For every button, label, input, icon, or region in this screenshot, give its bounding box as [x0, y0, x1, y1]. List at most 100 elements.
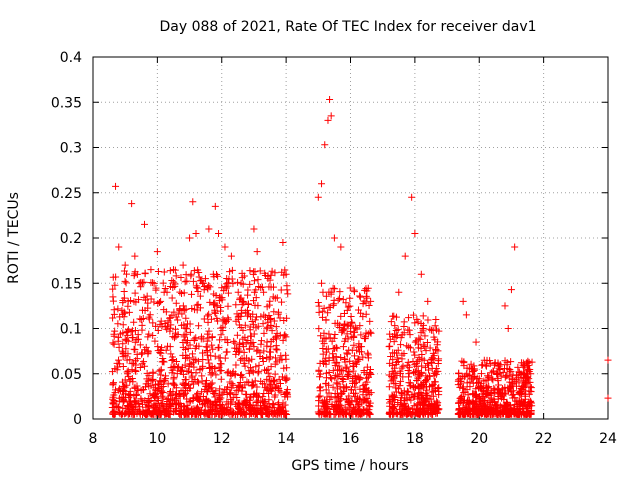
- dense-point: [508, 374, 516, 382]
- dense-point: [136, 363, 144, 371]
- dense-point: [316, 373, 324, 381]
- dense-point: [244, 291, 252, 299]
- dense-point: [181, 376, 189, 384]
- dense-point: [120, 288, 128, 296]
- dense-point: [175, 399, 183, 407]
- dense-point: [469, 398, 477, 406]
- dense-point: [188, 374, 196, 382]
- dense-point: [322, 386, 330, 394]
- dense-point: [143, 410, 151, 418]
- dense-point: [131, 268, 139, 276]
- dense-point: [397, 377, 405, 385]
- dense-point: [122, 390, 130, 398]
- x-axis-label: GPS time / hours: [291, 458, 408, 474]
- data-point: [153, 248, 161, 256]
- dense-point: [218, 390, 226, 398]
- dense-point: [509, 387, 517, 395]
- dense-point: [471, 372, 479, 380]
- data-point: [326, 96, 334, 104]
- dense-point: [342, 364, 350, 372]
- dense-point: [230, 337, 238, 345]
- dense-point: [141, 270, 149, 278]
- grid-lines: [93, 57, 608, 419]
- dense-point: [425, 366, 433, 374]
- dense-point: [254, 322, 262, 330]
- dense-point: [138, 279, 146, 287]
- dense-point: [273, 335, 281, 343]
- dense-point: [364, 351, 372, 359]
- dense-point: [212, 387, 220, 395]
- dense-point: [142, 343, 150, 351]
- dense-point: [339, 343, 347, 351]
- dense-point: [266, 297, 274, 305]
- dense-point: [170, 375, 178, 383]
- dense-point: [188, 410, 196, 418]
- dense-point: [338, 374, 346, 382]
- data-point: [417, 270, 425, 278]
- dense-point: [159, 279, 167, 287]
- dense-point: [170, 308, 178, 316]
- dense-point: [269, 376, 277, 384]
- dense-point: [229, 368, 237, 376]
- dense-point: [389, 349, 397, 357]
- dense-point: [237, 294, 245, 302]
- y-tick-label: 0.05: [51, 367, 82, 383]
- dense-point: [224, 314, 232, 322]
- dense-point: [508, 382, 516, 390]
- dense-point: [223, 403, 231, 411]
- dense-point: [433, 400, 441, 408]
- dense-point: [221, 336, 229, 344]
- dense-point: [208, 341, 216, 349]
- dense-point: [283, 410, 291, 418]
- dense-point: [455, 370, 463, 378]
- dense-point: [357, 331, 365, 339]
- dense-point: [521, 392, 529, 400]
- dense-point: [236, 341, 244, 349]
- dense-point: [405, 314, 413, 322]
- dense-point: [356, 292, 364, 300]
- dense-point: [458, 372, 466, 380]
- dense-point: [422, 392, 430, 400]
- dense-point: [194, 377, 202, 385]
- data-point: [260, 288, 268, 296]
- dense-point: [109, 399, 117, 407]
- dense-point: [119, 340, 127, 348]
- dense-point: [282, 390, 290, 398]
- dense-point: [141, 307, 149, 315]
- data-point: [253, 248, 261, 256]
- dense-point: [182, 409, 190, 417]
- dense-point: [235, 321, 243, 329]
- dense-point: [280, 407, 288, 415]
- dense-point: [266, 353, 274, 361]
- dense-point: [411, 338, 419, 346]
- dense-point: [346, 284, 354, 292]
- dense-point: [142, 383, 150, 391]
- dense-point: [191, 344, 199, 352]
- dense-point: [241, 321, 249, 329]
- dense-point: [392, 388, 400, 396]
- dense-point: [110, 391, 118, 399]
- dense-point: [486, 360, 494, 368]
- data-point: [166, 343, 174, 351]
- dense-point: [525, 398, 533, 406]
- data-point: [176, 306, 184, 314]
- dense-point: [194, 389, 202, 397]
- dense-point: [170, 278, 178, 286]
- dense-point: [333, 358, 341, 366]
- dense-point: [177, 406, 185, 414]
- data-point: [250, 343, 258, 351]
- dense-point: [250, 268, 258, 276]
- dense-point: [125, 402, 133, 410]
- dense-point: [259, 354, 267, 362]
- dense-point: [319, 288, 327, 296]
- x-tick-label: 14: [277, 431, 295, 447]
- dense-point: [356, 374, 364, 382]
- dense-point: [248, 367, 256, 375]
- dense-point: [364, 349, 372, 357]
- dense-point: [400, 318, 408, 326]
- dense-point: [417, 380, 425, 388]
- dense-point: [159, 357, 167, 365]
- dense-point: [236, 347, 244, 355]
- data-point: [237, 279, 245, 287]
- dense-point: [127, 328, 135, 336]
